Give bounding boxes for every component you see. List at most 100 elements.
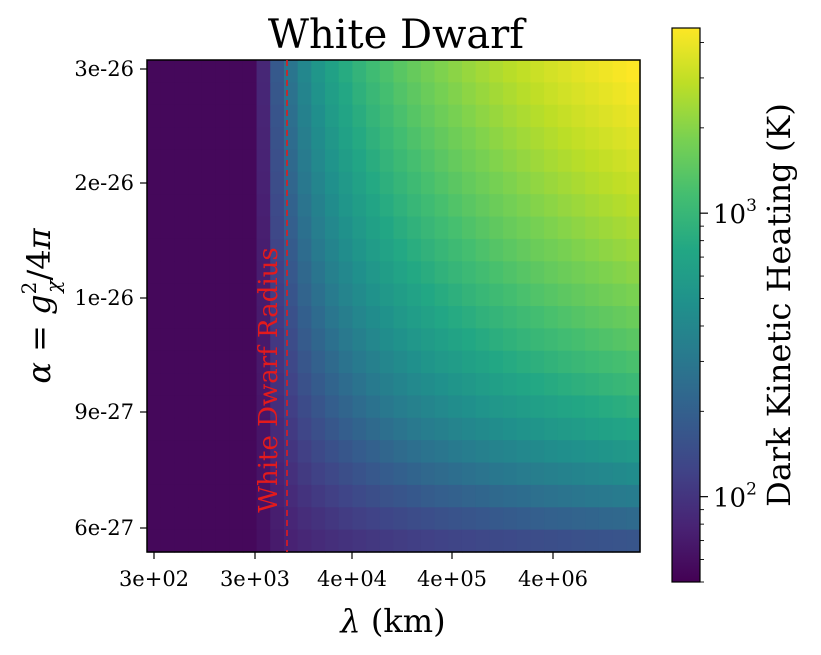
heatmap-cell (147, 350, 162, 374)
heatmap-cell (598, 104, 614, 128)
heatmap-cell (311, 127, 326, 151)
heatmap-cell (516, 462, 532, 486)
heatmap-cell (489, 194, 504, 218)
heatmap-cell (475, 238, 490, 262)
heatmap-cell (530, 395, 545, 419)
heatmap-cell (571, 395, 586, 419)
heatmap-cell (229, 82, 244, 106)
heatmap-cell (215, 82, 230, 106)
heatmap-cell (311, 104, 326, 128)
heatmap-cell (557, 171, 573, 195)
heatmap-cell (571, 60, 586, 83)
heatmap-cell (256, 395, 271, 419)
heatmap-cell (475, 216, 490, 240)
heatmap-cell (242, 216, 258, 240)
heatmap-cell (489, 283, 504, 307)
heatmap-cell (448, 462, 463, 486)
heatmap-cell (297, 127, 312, 151)
heatmap-cell (571, 462, 586, 486)
heatmap-cell (516, 350, 532, 374)
heatmap-cell (379, 529, 395, 553)
heatmap-cell (475, 283, 490, 307)
heatmap-cell (147, 104, 162, 128)
heatmap-cell (598, 373, 614, 397)
heatmap-cell (379, 462, 395, 486)
heatmap-cell (626, 216, 641, 240)
heatmap-cell (215, 216, 230, 240)
heatmap-cell (188, 127, 203, 151)
heatmap-cell (434, 350, 449, 374)
heatmap-cell (366, 216, 381, 240)
heatmap-cell (270, 283, 285, 307)
heatmap-cell (461, 216, 477, 240)
heatmap-cell (612, 484, 627, 508)
heatmap-cell (461, 82, 477, 106)
heatmap-cell (420, 60, 436, 83)
heatmap-cell (242, 507, 258, 531)
heatmap-cell (448, 261, 463, 285)
heatmap-cell (325, 261, 340, 285)
heatmap-cell (585, 484, 600, 508)
heatmap-cell (571, 82, 586, 106)
heatmap-cell (379, 238, 395, 262)
heatmap-cell (557, 484, 573, 508)
heatmap-cell (256, 238, 271, 262)
heatmap-cell (530, 440, 545, 464)
heatmap-cell (188, 462, 203, 486)
heatmap-cell (557, 440, 573, 464)
heatmap-cell (366, 306, 381, 329)
heatmap-cell (516, 283, 532, 307)
heatmap-cell (516, 82, 532, 106)
heatmap-cell (215, 507, 230, 531)
heatmap-cell (270, 462, 285, 486)
heatmap-cell (598, 149, 614, 173)
heatmap-cell (489, 440, 504, 464)
heatmap-cell (598, 194, 614, 218)
heatmap-cell (270, 82, 285, 106)
heatmap-cell (379, 127, 395, 151)
heatmap-cell (557, 149, 573, 173)
heatmap-cell (393, 507, 408, 531)
heatmap-cell (352, 395, 367, 419)
heatmap-cell (201, 529, 217, 553)
heatmap-cell (311, 417, 326, 441)
heatmap-cell (475, 440, 490, 464)
heatmap-cell (557, 194, 573, 218)
heatmap-cell (242, 194, 258, 218)
heatmap-cell (626, 60, 641, 83)
heatmap-cell (174, 216, 189, 240)
heatmap-cell (147, 373, 162, 397)
heatmap-cell (352, 127, 367, 151)
heatmap-cell (393, 104, 408, 128)
heatmap-cell (626, 395, 641, 419)
heatmap-cell (201, 484, 217, 508)
heatmap-cell (325, 395, 340, 419)
heatmap-cell (612, 60, 627, 83)
heatmap-cell (516, 60, 532, 83)
heatmap-cell (283, 238, 299, 262)
heatmap-cell (283, 440, 299, 464)
heatmap-cell (270, 507, 285, 531)
heatmap-cell (626, 149, 641, 173)
heatmap-cell (571, 417, 586, 441)
heatmap-cell (352, 328, 367, 352)
heatmap-cell (256, 82, 271, 106)
x-tick-label: 4e+05 (417, 567, 487, 591)
heatmap-cell (393, 283, 408, 307)
heatmap-cell (188, 507, 203, 531)
heatmap-cell (311, 484, 326, 508)
heatmap-cell (201, 440, 217, 464)
heatmap-cell (475, 127, 490, 151)
heatmap-cell (366, 350, 381, 374)
heatmap-cell (270, 417, 285, 441)
heatmap-cell (530, 417, 545, 441)
heatmap-cell (256, 149, 271, 173)
heatmap-cell (448, 507, 463, 531)
heatmap-cell (571, 283, 586, 307)
heatmap-cell (407, 462, 422, 486)
heatmap-cell (475, 194, 490, 218)
heatmap-cell (461, 104, 477, 128)
heatmap-cell (516, 306, 532, 329)
x-tick-label: 4e+04 (317, 567, 387, 591)
heatmap-cell (612, 373, 627, 397)
